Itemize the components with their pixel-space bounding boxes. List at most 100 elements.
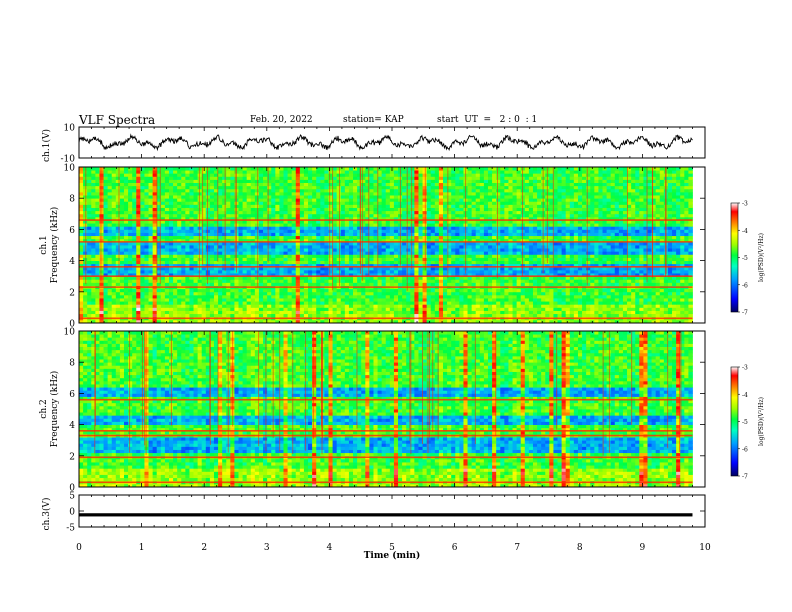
spectrogram-cell: [614, 257, 620, 261]
spectrogram-cell: [283, 310, 288, 315]
spectrogram-cell: [447, 304, 452, 308]
spectrogram-cell: [226, 216, 231, 221]
spectrogram-cell: [508, 254, 513, 258]
spectrogram-cell: [393, 232, 399, 237]
spectrogram-cell: [283, 260, 288, 265]
spectrogram-cell: [246, 288, 252, 293]
spectrogram-cell: [258, 307, 264, 311]
spectrogram-cell: [258, 238, 264, 243]
spectrogram-cell: [308, 282, 313, 286]
spectrogram-cell: [123, 319, 129, 324]
spectrogram-cell: [209, 276, 215, 280]
spectrogram-cell: [222, 310, 227, 315]
spectrogram-cell: [103, 298, 109, 302]
spectrogram-cell: [524, 263, 530, 268]
spectrogram-cell: [213, 245, 219, 249]
spectrogram-cell: [79, 223, 84, 227]
spectrogram-cell: [398, 294, 403, 299]
spectrogram-cell: [128, 235, 133, 240]
spectrogram-cell: [443, 260, 448, 265]
spectrogram-cell: [218, 298, 223, 302]
spectrogram-cell: [83, 257, 88, 261]
spectrogram-cell: [618, 238, 624, 243]
spectrogram-cell: [639, 294, 644, 299]
spectrogram-cell: [684, 319, 689, 324]
spectrogram-cell: [467, 223, 473, 227]
spectrogram-cell: [324, 304, 329, 308]
spectrogram-cell: [91, 313, 96, 318]
spectrogram-cell: [557, 276, 562, 280]
spectrogram-cell: [168, 245, 174, 249]
spectrogram-cell: [414, 301, 419, 305]
spectrogram-cell: [91, 276, 96, 280]
spectrogram-cell: [443, 229, 448, 233]
spectrogram-cell: [577, 307, 583, 311]
spectrogram-cell: [528, 294, 534, 299]
spectrogram-cell: [512, 291, 518, 296]
spectrogram-cell: [459, 248, 464, 252]
spectrogram-cell: [602, 282, 607, 286]
spectrogram-cell: [573, 251, 579, 255]
spectrogram-cell: [201, 232, 207, 237]
spectrogram-cell: [365, 226, 370, 230]
spectrogram-cell: [504, 220, 509, 224]
spectrogram-cell: [434, 282, 440, 286]
spectrogram-cell: [434, 235, 440, 240]
spectrogram-cell: [246, 301, 252, 305]
spectrogram-cell: [79, 282, 84, 286]
spectrogram-cell: [136, 294, 141, 299]
spectrogram-cell: [475, 238, 481, 243]
spectrogram-cell: [504, 276, 509, 280]
spectrogram-cell: [520, 276, 526, 280]
spectrogram-cell: [667, 269, 673, 274]
spectrogram-cell: [181, 298, 186, 302]
spectrogram-cell: [684, 220, 689, 224]
spectrogram-cell: [140, 298, 145, 302]
spectrogram-cell: [213, 307, 219, 311]
spectrogram-cell: [160, 294, 166, 299]
spectrogram-cell: [361, 273, 366, 277]
spectrogram-cell: [328, 254, 333, 258]
spectrogram-cell: [573, 260, 579, 265]
spectrogram-cell: [561, 269, 567, 274]
spectrogram-cell: [291, 220, 297, 224]
spectrogram-cell: [332, 220, 338, 224]
spectrogram-cell: [451, 304, 456, 308]
spectrogram-cell: [598, 257, 603, 261]
spectrogram-cell: [128, 220, 133, 224]
spectrogram-cell: [639, 266, 644, 271]
spectrogram-cell: [651, 266, 657, 271]
spectrogram-cell: [250, 294, 256, 299]
spectrogram-cell: [144, 260, 149, 265]
spectrogram-cell: [348, 248, 354, 252]
spectrogram-cell: [537, 251, 542, 255]
spectrogram-cell: [455, 245, 460, 249]
spectrogram-cell: [471, 238, 477, 243]
spectrogram-cell: [156, 238, 162, 243]
spectrogram-cell: [87, 310, 92, 315]
spectrogram-cell: [369, 273, 374, 277]
spectrogram-cell: [173, 279, 178, 283]
spectrogram-cell: [328, 310, 333, 315]
spectrogram-cell: [659, 232, 665, 237]
spectrogram-cell: [275, 223, 280, 227]
spectrogram-cell: [659, 307, 665, 311]
spectrogram-cell: [676, 269, 681, 274]
spectrogram-cell: [455, 238, 460, 243]
spectrogram-cell: [680, 288, 685, 293]
spectrogram-cell: [438, 276, 444, 280]
spectrogram-cell: [451, 226, 456, 230]
spectrogram-cell: [594, 220, 599, 224]
spectrogram-cell: [430, 276, 436, 280]
spectrogram-cell: [565, 269, 571, 274]
spectrogram-cell: [332, 304, 338, 308]
spectrogram-cell: [377, 273, 383, 277]
spectrogram-cell: [680, 276, 685, 280]
spectrogram-cell: [344, 279, 350, 283]
spectrogram-cell: [312, 238, 317, 243]
spectrogram-cell: [271, 238, 276, 243]
spectrogram-cell: [132, 273, 137, 277]
spectrogram-cell: [291, 257, 297, 261]
spectrogram-cell: [606, 313, 612, 318]
spectrogram-cell: [631, 288, 636, 293]
